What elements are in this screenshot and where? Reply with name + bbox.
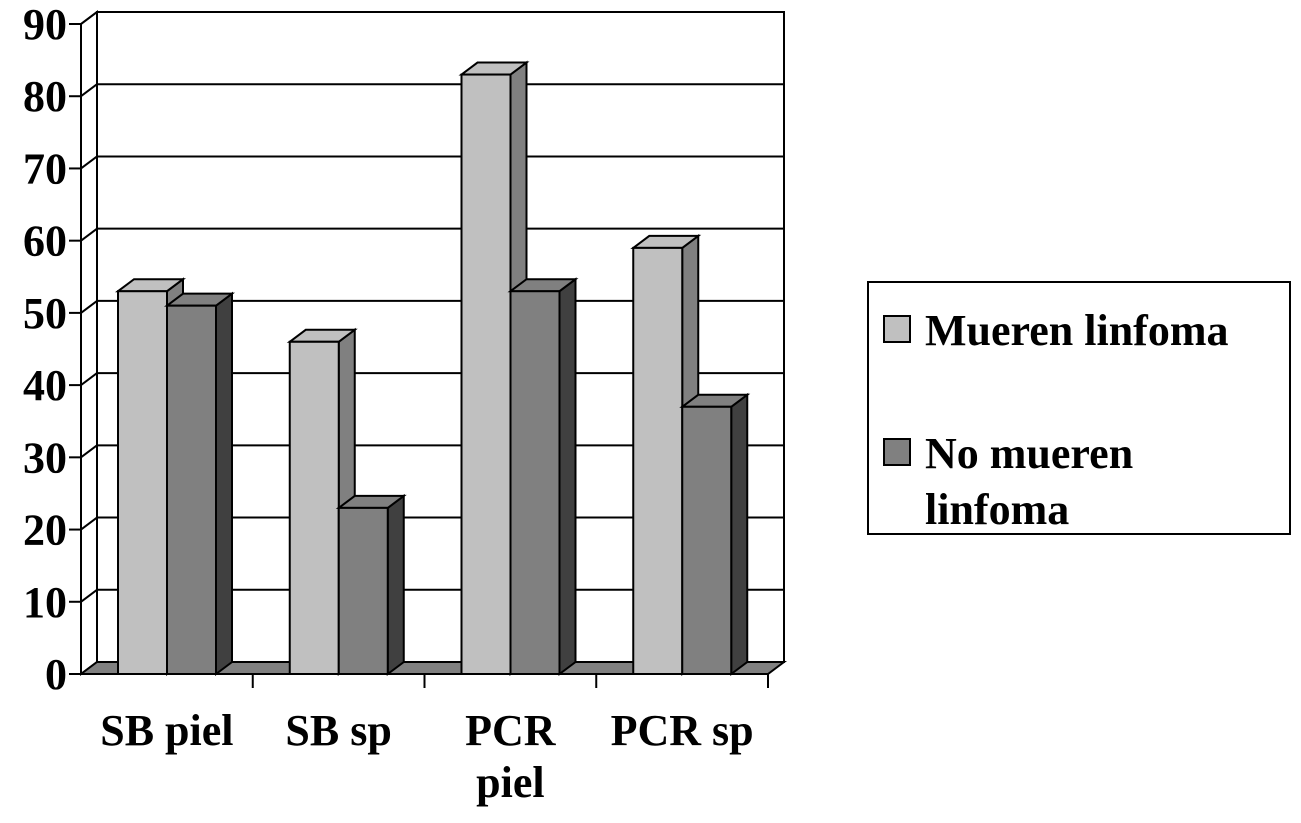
x-category-label-line: PCR	[465, 706, 557, 755]
y-tick-label: 70	[23, 144, 67, 193]
axes	[69, 23, 769, 688]
x-category-label: PCR piel	[465, 706, 557, 807]
y-tick-label: 60	[23, 217, 67, 266]
x-category-label-line: PCR sp	[611, 706, 754, 755]
gridline-side	[80, 155, 98, 170]
bar-front	[288, 340, 340, 675]
x-category-label: SB sp	[285, 706, 391, 755]
y-tick-labels: 0 10 20 30 40 50 60 70 80 90	[23, 0, 67, 699]
legend-item-no-mueren: No mueren linfoma	[883, 426, 1275, 538]
side-wall	[80, 10, 98, 676]
gridline-side	[80, 300, 98, 314]
legend-label-line: linfoma	[925, 485, 1070, 534]
legend-label-line: No mueren	[925, 429, 1134, 478]
y-tick-label: 0	[45, 650, 67, 699]
legend-item-mueren: Mueren linfoma	[883, 303, 1275, 359]
gridline-side	[80, 83, 98, 98]
x-category-label: PCR sp	[611, 706, 754, 755]
y-tick-label: 40	[23, 361, 67, 410]
x-category-label-line: piel	[476, 758, 544, 807]
legend-label-mueren: Mueren linfoma	[925, 303, 1275, 359]
bar-side	[730, 392, 749, 676]
bars	[115, 60, 751, 676]
y-tick-label: 90	[23, 0, 67, 49]
x-category-labels: SB piel SB sp PCR piel PCR sp	[100, 706, 753, 807]
gridline-side	[80, 516, 98, 531]
legend-label-line: Mueren linfoma	[925, 306, 1229, 355]
bar-front	[681, 405, 733, 675]
y-tick-label: 50	[23, 289, 67, 338]
bar-side	[215, 291, 233, 676]
gridline-side	[80, 588, 98, 603]
bar-side	[386, 493, 405, 676]
gridline-side	[80, 227, 98, 242]
y-tick-label: 80	[23, 72, 67, 121]
x-category-label-line: SB sp	[285, 706, 391, 755]
bar-front	[117, 290, 168, 675]
bar-side	[558, 277, 577, 676]
gridline-side	[80, 444, 98, 459]
x-category-label: SB piel	[100, 706, 233, 755]
y-tick-label: 10	[23, 578, 67, 627]
y-tick-label: 30	[23, 433, 67, 482]
bar-front	[337, 506, 389, 675]
legend-label-no-mueren: No mueren linfoma	[925, 426, 1275, 538]
bar-no-mueren	[679, 392, 751, 676]
x-category-label-line: SB piel	[100, 706, 233, 755]
gridline-side	[80, 372, 98, 386]
legend-swatch-no-mueren	[883, 438, 911, 466]
y-tick-label: 20	[23, 506, 67, 555]
bar-no-mueren	[164, 291, 235, 676]
bar-front	[509, 290, 561, 675]
gridline-side	[80, 11, 98, 25]
bar-no-mueren	[507, 277, 579, 676]
legend-swatch-mueren	[883, 315, 911, 343]
bar-front	[632, 246, 684, 675]
legend: Mueren linfoma No mueren linfoma	[867, 281, 1291, 535]
bar-no-mueren	[335, 493, 407, 676]
bar-front	[166, 304, 217, 675]
bar-front	[460, 73, 512, 676]
